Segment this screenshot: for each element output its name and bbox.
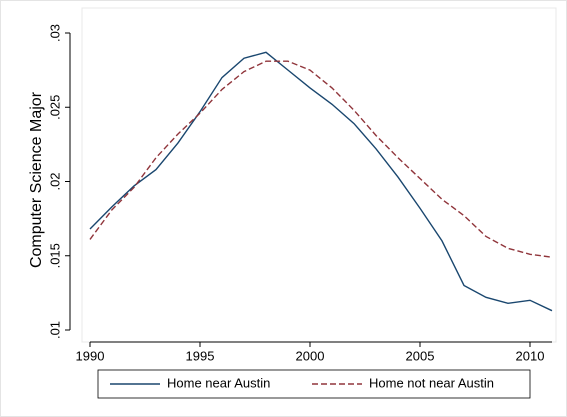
y-tick-label: .025 — [47, 95, 62, 120]
legend-label: Home near Austin — [167, 375, 270, 390]
y-tick-label: .02 — [47, 172, 62, 190]
x-tick-label: 2005 — [406, 348, 435, 363]
y-axis-label: Computer Science Major — [28, 91, 45, 268]
legend-label: Home not near Austin — [369, 375, 494, 390]
y-tick-label: .01 — [47, 321, 62, 339]
plot-area — [81, 7, 557, 343]
line-series — [89, 60, 553, 258]
x-tick-label: 1990 — [76, 348, 105, 363]
x-tick-label: 1995 — [186, 348, 215, 363]
x-tick-label: 2000 — [296, 348, 325, 363]
y-tick-label: .03 — [47, 24, 62, 42]
line-series — [89, 51, 553, 312]
y-tick-label: .015 — [47, 243, 62, 268]
x-tick-label: 2010 — [516, 348, 545, 363]
